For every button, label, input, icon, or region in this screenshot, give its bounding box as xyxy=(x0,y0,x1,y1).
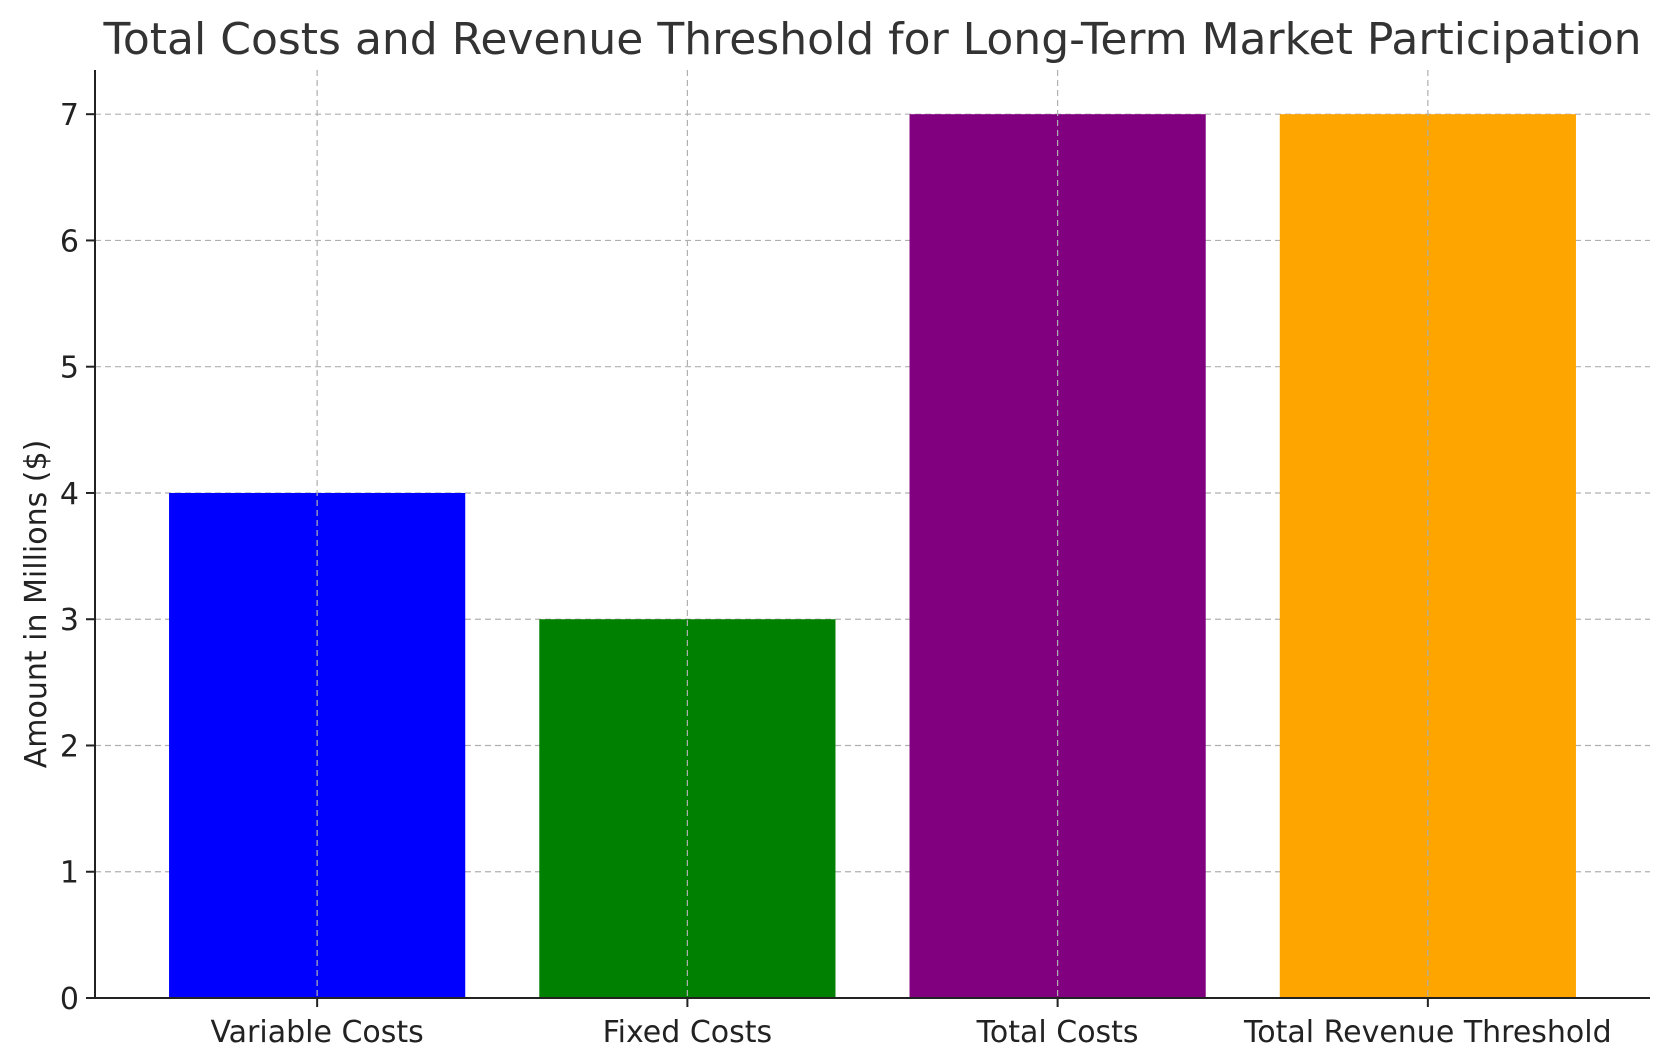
y-tick-label: 4 xyxy=(60,477,79,512)
y-tick-label: 1 xyxy=(60,856,79,891)
y-tick-label: 3 xyxy=(60,603,79,638)
vertical-grid-lines xyxy=(316,70,1429,998)
y-tick-label: 6 xyxy=(60,224,79,259)
x-tick-label: Variable Costs xyxy=(210,1015,423,1050)
x-tick-label: Total Revenue Threshold xyxy=(1243,1015,1612,1050)
x-tick-label: Fixed Costs xyxy=(603,1015,773,1050)
chart-title: Total Costs and Revenue Threshold for Lo… xyxy=(102,14,1641,65)
y-tick-label: 5 xyxy=(60,351,79,386)
y-tick-label: 7 xyxy=(60,98,79,133)
ticks: 0 1 2 3 4 5 6 7 Variable Costs Fixed Costs Total C… xyxy=(60,98,1612,1050)
y-axis-label: Amount in Millions ($) xyxy=(19,440,54,769)
y-tick-label: 0 xyxy=(60,982,79,1017)
bars xyxy=(169,114,1576,998)
x-tick-label: Total Costs xyxy=(976,1015,1139,1050)
axes xyxy=(94,70,1650,999)
y-tick-label: 2 xyxy=(60,729,79,764)
